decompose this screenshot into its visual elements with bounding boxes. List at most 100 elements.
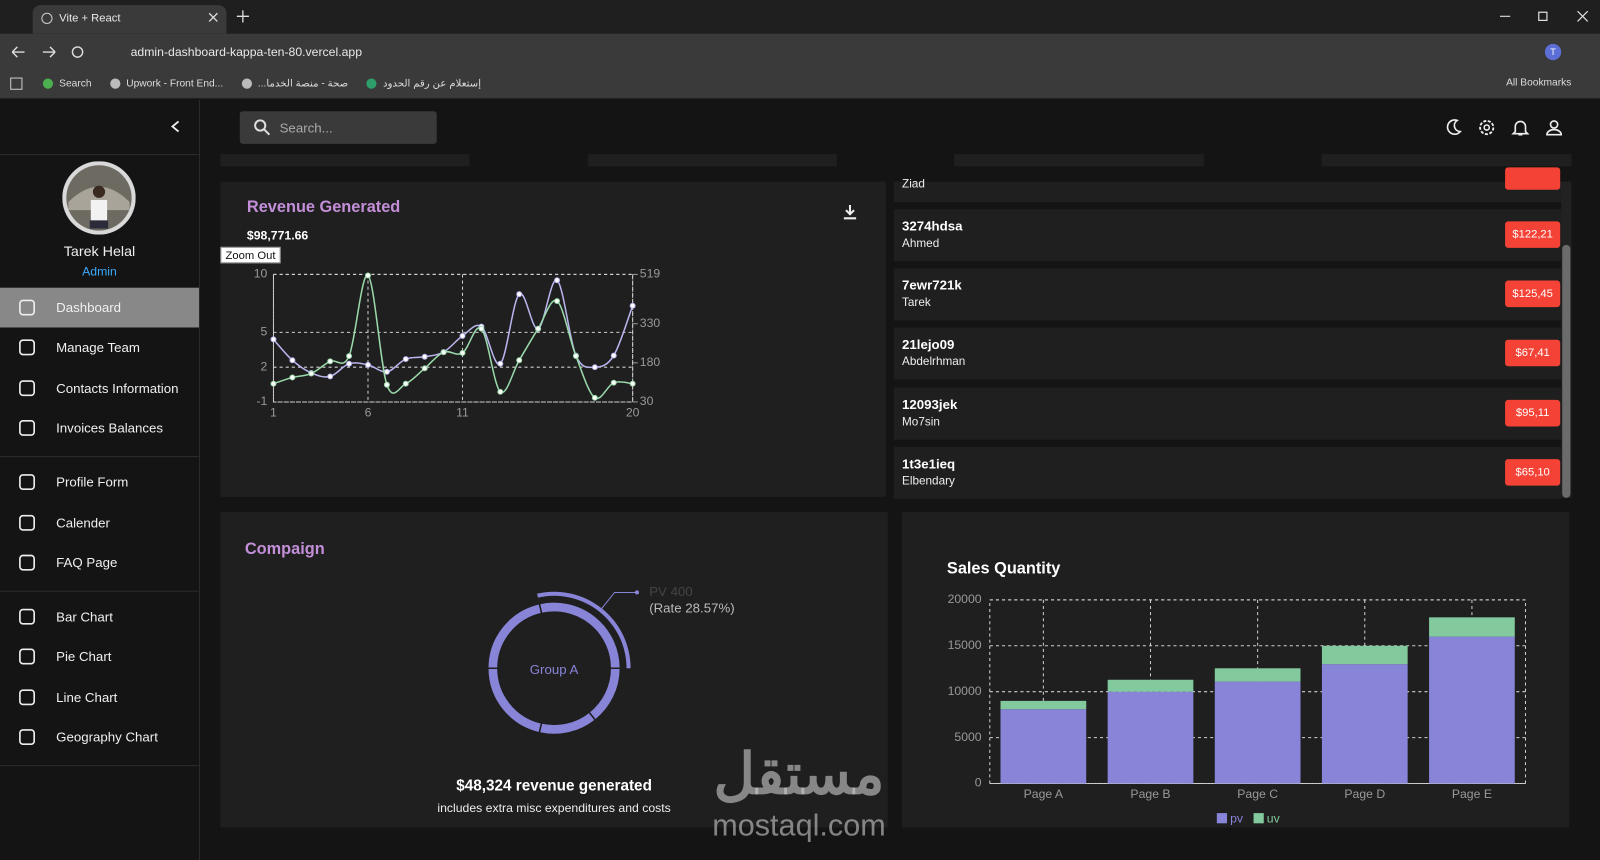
nav-item[interactable]: Manage Team bbox=[0, 328, 199, 368]
nav-item[interactable]: Line Chart bbox=[0, 677, 199, 717]
cost-badge: $125,45 bbox=[1505, 280, 1561, 308]
bookmark[interactable]: Upwork - Front End... bbox=[126, 78, 224, 90]
browser-tab[interactable]: Vite + React bbox=[32, 5, 227, 34]
download-button[interactable] bbox=[843, 204, 857, 220]
bookmark[interactable]: إستعلام عن رقم الحدود bbox=[383, 78, 482, 90]
nav-label: Contacts Information bbox=[56, 380, 179, 396]
icon-shape bbox=[19, 689, 35, 705]
user-role: Admin bbox=[82, 264, 117, 279]
label-dot bbox=[634, 590, 640, 595]
nav-item[interactable]: Pie Chart bbox=[0, 637, 199, 677]
point bbox=[591, 394, 598, 401]
transaction-user: Ahmed bbox=[902, 237, 940, 250]
y-tick-label: 10 bbox=[254, 267, 268, 281]
topbar-icons[interactable] bbox=[1443, 117, 1565, 137]
point bbox=[327, 373, 334, 380]
nav-item[interactable]: Geography Chart bbox=[0, 717, 199, 757]
nav-item[interactable]: Dashboard bbox=[0, 287, 199, 328]
point bbox=[554, 298, 560, 304]
bookmark-icon bbox=[241, 78, 252, 89]
nav-item[interactable]: Invoices Balances bbox=[0, 408, 199, 448]
point bbox=[497, 360, 504, 367]
nav-icon bbox=[19, 608, 35, 625]
transaction-id: 21lejo09 bbox=[902, 337, 955, 353]
point bbox=[270, 380, 277, 387]
divider bbox=[0, 765, 199, 767]
new-tab[interactable] bbox=[236, 10, 249, 23]
y-tick-label: 0 bbox=[975, 776, 982, 790]
revenue-panel bbox=[220, 181, 886, 497]
nav-icon bbox=[19, 474, 35, 491]
nav-item[interactable]: Profile Form bbox=[0, 462, 199, 502]
watermark-arabic: مستقل bbox=[713, 741, 885, 806]
x-tick-label: 1 bbox=[270, 405, 277, 419]
pie-sector bbox=[538, 601, 622, 669]
x-tick-label: 6 bbox=[365, 405, 372, 419]
cost-badge: $67,41 bbox=[1505, 340, 1561, 367]
campaign-title: Compaign bbox=[244, 540, 325, 559]
point bbox=[383, 368, 390, 375]
y-tick-label: 2 bbox=[261, 359, 268, 373]
nav-label: Invoices Balances bbox=[56, 420, 164, 436]
campaign-note: includes extra misc expenditures and cos… bbox=[437, 800, 671, 816]
nav-item[interactable]: FAQ Page bbox=[0, 543, 199, 583]
active-rate-label: (Rate 28.57%) bbox=[649, 600, 734, 615]
nav-item[interactable]: Bar Chart bbox=[0, 597, 199, 637]
point bbox=[535, 325, 542, 332]
icon-shape bbox=[19, 299, 35, 316]
search-box[interactable]: Search... bbox=[239, 111, 437, 144]
transaction-row: 1t3e1ieq Elbendary $65,10 bbox=[893, 446, 1562, 499]
profile-avatar[interactable]: T bbox=[1544, 43, 1562, 61]
bookmark[interactable]: Search bbox=[59, 78, 92, 90]
nav-item[interactable]: Contacts Information bbox=[0, 368, 199, 408]
point bbox=[554, 277, 560, 284]
point bbox=[327, 358, 334, 365]
zoom-out-button[interactable]: Zoom Out bbox=[220, 246, 281, 264]
scroll-thumb[interactable] bbox=[1562, 244, 1571, 498]
x-tick-label: Page E bbox=[1452, 787, 1492, 801]
cost-badge: $122,21 bbox=[1505, 221, 1561, 248]
transaction-user: Ziad bbox=[902, 178, 925, 191]
transaction-id: 7ewr721k bbox=[902, 277, 962, 293]
bar bbox=[1214, 668, 1301, 682]
address-bar[interactable]: admin-dashboard-kappa-ten-80.vercel.app bbox=[130, 44, 363, 60]
nav-label: Pie Chart bbox=[56, 649, 112, 665]
tab-strip bbox=[0, 0, 1600, 34]
icon-shape bbox=[19, 339, 35, 356]
collapse-button[interactable] bbox=[170, 120, 180, 133]
nav-item[interactable]: Calender bbox=[0, 502, 199, 542]
cost-badge: $95,11 bbox=[1505, 399, 1561, 427]
tab-close[interactable] bbox=[208, 12, 218, 22]
nav-label: Geography Chart bbox=[56, 729, 158, 745]
legend-swatch bbox=[1253, 813, 1264, 824]
sidebar: Tarek Helal Admin Dashboard Manage Team Co… bbox=[0, 99, 200, 860]
transaction-id: 12093jek bbox=[902, 396, 958, 412]
point bbox=[610, 379, 617, 386]
bar bbox=[1429, 617, 1515, 637]
line-series bbox=[273, 274, 633, 400]
bookmark[interactable]: صحة - منصة الخدما... bbox=[257, 78, 349, 90]
x-tick-label: Page A bbox=[1024, 787, 1064, 801]
nav-label: FAQ Page bbox=[56, 554, 118, 571]
plot-border bbox=[272, 273, 634, 403]
point bbox=[365, 361, 371, 368]
nav-icon bbox=[19, 299, 35, 316]
point bbox=[383, 381, 390, 388]
point bbox=[421, 365, 428, 372]
point bbox=[402, 380, 409, 387]
pie-sector bbox=[587, 667, 622, 722]
campaign-panel bbox=[220, 512, 888, 828]
point bbox=[402, 356, 409, 363]
pie-sector bbox=[538, 711, 597, 736]
active-value-label: PV 400 bbox=[649, 584, 692, 599]
point bbox=[459, 332, 466, 339]
all-bookmarks[interactable]: All Bookmarks bbox=[1506, 77, 1572, 89]
transaction-row: 7ewr721k Tarek $125,45 bbox=[893, 268, 1562, 321]
window-controls[interactable] bbox=[1494, 8, 1596, 24]
icon-shape bbox=[19, 648, 35, 665]
nav-buttons[interactable] bbox=[10, 44, 92, 60]
icon-shape bbox=[19, 554, 35, 571]
watermark-latin: mostaql.com bbox=[712, 809, 886, 843]
label-line bbox=[601, 591, 637, 609]
point bbox=[365, 272, 371, 279]
